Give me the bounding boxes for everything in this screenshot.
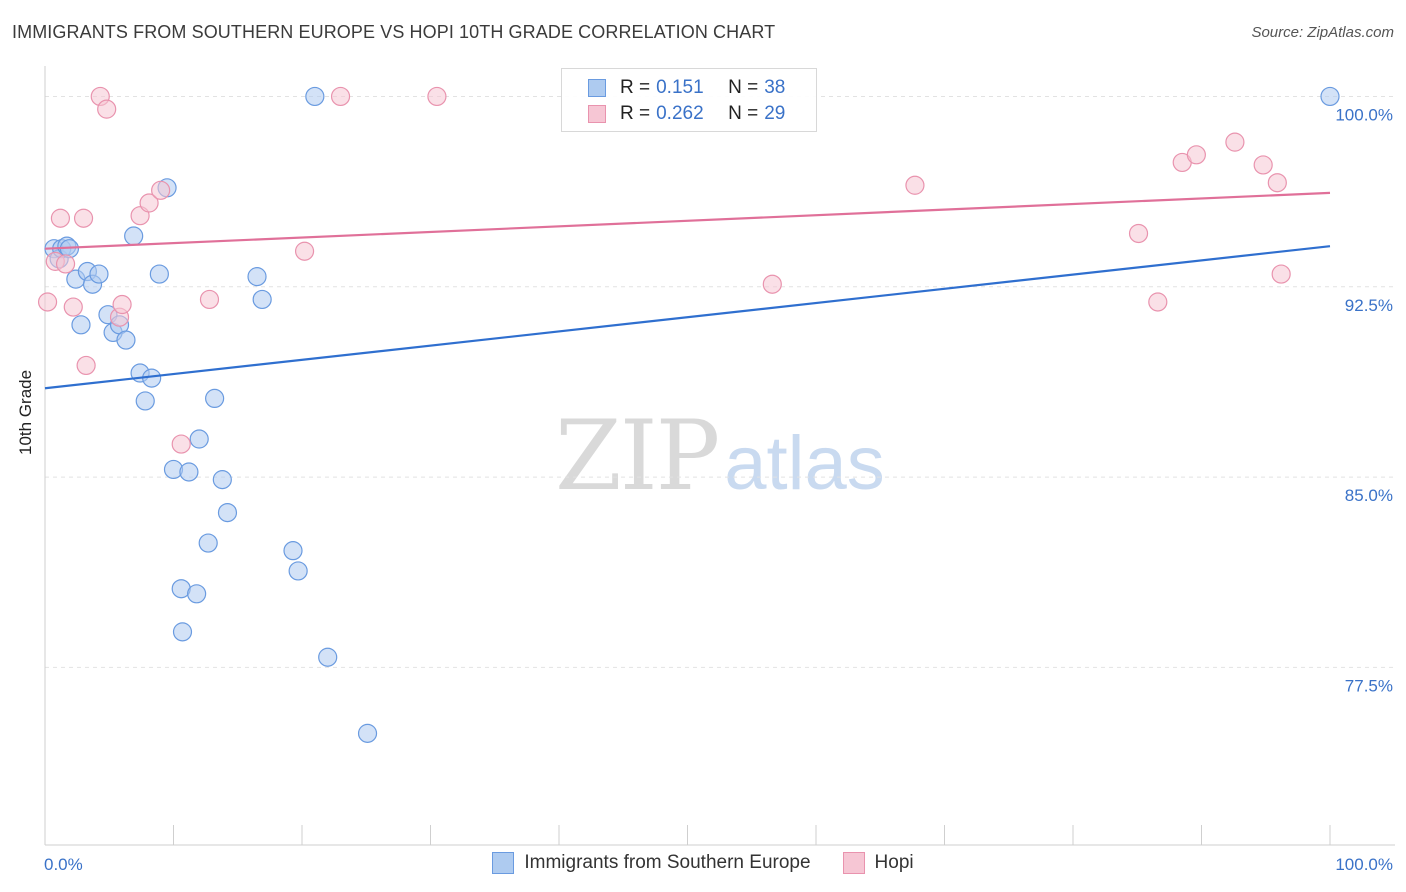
data-point-hopi [50, 208, 71, 228]
data-point-immigrants [205, 388, 225, 409]
data-point-hopi [1225, 132, 1245, 152]
data-point-hopi [1253, 155, 1273, 175]
trend-line-hopi [44, 191, 1331, 250]
legend-item-immigrants[interactable]: Immigrants from Southern Europe [492, 852, 811, 874]
data-point-immigrants [283, 541, 303, 561]
data-point-hopi [1128, 223, 1149, 244]
data-point-hopi [762, 274, 782, 294]
data-point-hopi [1271, 264, 1291, 284]
data-point-hopi [76, 355, 96, 376]
data-point-immigrants [198, 533, 218, 553]
data-point-immigrants [124, 226, 144, 246]
data-point-hopi [37, 292, 58, 312]
data-point-immigrants [305, 86, 325, 107]
data-point-hopi [1186, 145, 1206, 165]
data-point-immigrants [189, 429, 209, 449]
x-tick-label-max: 100.0% [1335, 855, 1393, 874]
data-point-immigrants [116, 330, 136, 350]
data-point-hopi [73, 208, 94, 228]
data-point-hopi [905, 175, 925, 195]
data-point-immigrants [172, 622, 193, 642]
data-point-immigrants [71, 315, 91, 335]
y-tick-label: 85.0% [1345, 486, 1393, 505]
legend-label-hopi: Hopi [874, 852, 914, 873]
y-axis-label: 10th Grade [16, 369, 35, 455]
n-value: 38 [764, 77, 786, 98]
data-point-immigrants [318, 647, 338, 667]
data-point-hopi [1148, 292, 1168, 312]
data-point-hopi [1267, 173, 1287, 193]
n-value: 29 [764, 103, 786, 124]
data-point-immigrants [252, 289, 272, 310]
legend-swatch-immigrants [588, 79, 606, 97]
data-point-immigrants [89, 264, 109, 284]
source-credit: Source: ZipAtlas.com [1251, 24, 1394, 41]
y-tick-label: 92.5% [1345, 296, 1393, 315]
data-point-hopi [139, 193, 159, 213]
data-point-hopi [199, 289, 220, 310]
watermark: ZIPatlas [555, 400, 885, 512]
data-point-immigrants [247, 267, 267, 287]
stats-legend-row-immigrants: R = 0.151 N = 38 [588, 75, 785, 101]
r-label: R = [620, 77, 651, 98]
watermark-zip: ZIP [555, 400, 720, 512]
legend-swatch-hopi [588, 105, 606, 123]
data-point-hopi [330, 86, 351, 107]
data-point-immigrants [357, 723, 378, 743]
data-point-hopi [112, 294, 132, 315]
data-point-hopi [97, 99, 117, 119]
y-tick-label: 100.0% [1335, 105, 1393, 124]
n-label: N = [728, 77, 759, 98]
data-point-immigrants [149, 264, 169, 284]
legend-swatch-immigrants [492, 852, 515, 874]
y-tick-label: 77.5% [1345, 676, 1393, 695]
data-point-immigrants [1320, 86, 1340, 107]
r-label: R = [620, 103, 651, 124]
data-point-hopi [55, 254, 76, 274]
data-point-hopi [151, 180, 171, 200]
data-point-hopi [294, 241, 315, 261]
chart-title: IMMIGRANTS FROM SOUTHERN EUROPE VS HOPI … [12, 22, 776, 42]
data-point-immigrants [288, 561, 308, 581]
r-value: 0.262 [656, 103, 704, 124]
data-point-immigrants [179, 462, 199, 482]
legend-swatch-hopi [842, 852, 865, 874]
series-legend: Immigrants from Southern Europe Hopi [0, 852, 1406, 874]
n-label: N = [728, 103, 759, 124]
legend-item-hopi[interactable]: Hopi [842, 852, 914, 874]
r-value: 0.151 [656, 77, 704, 98]
data-point-hopi [171, 434, 191, 454]
trend-line-immigrants [44, 245, 1331, 390]
data-point-hopi [63, 297, 83, 317]
data-point-hopi [427, 86, 447, 107]
data-point-immigrants [212, 470, 232, 490]
data-point-immigrants [135, 391, 155, 411]
x-tick-label-min: 0.0% [44, 855, 83, 874]
data-point-immigrants [217, 502, 238, 523]
legend-label-immigrants: Immigrants from Southern Europe [524, 852, 811, 873]
watermark-atlas: atlas [724, 421, 885, 506]
stats-legend-row-hopi: R = 0.262 N = 29 [588, 101, 785, 127]
stats-legend: R = 0.151 N = 38 R = 0.262 N = 29 [561, 68, 817, 132]
data-point-immigrants [187, 584, 207, 604]
